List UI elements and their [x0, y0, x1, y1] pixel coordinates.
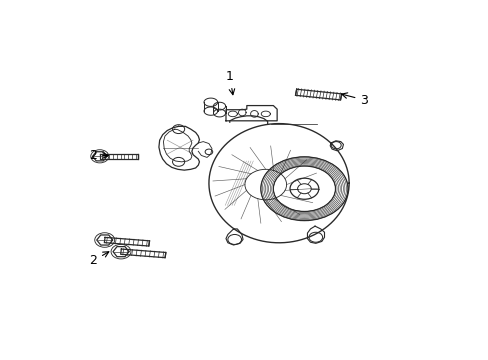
Text: 2: 2	[89, 149, 108, 162]
Text: 1: 1	[225, 70, 234, 95]
Text: 3: 3	[341, 93, 367, 107]
Text: 2: 2	[89, 252, 109, 267]
